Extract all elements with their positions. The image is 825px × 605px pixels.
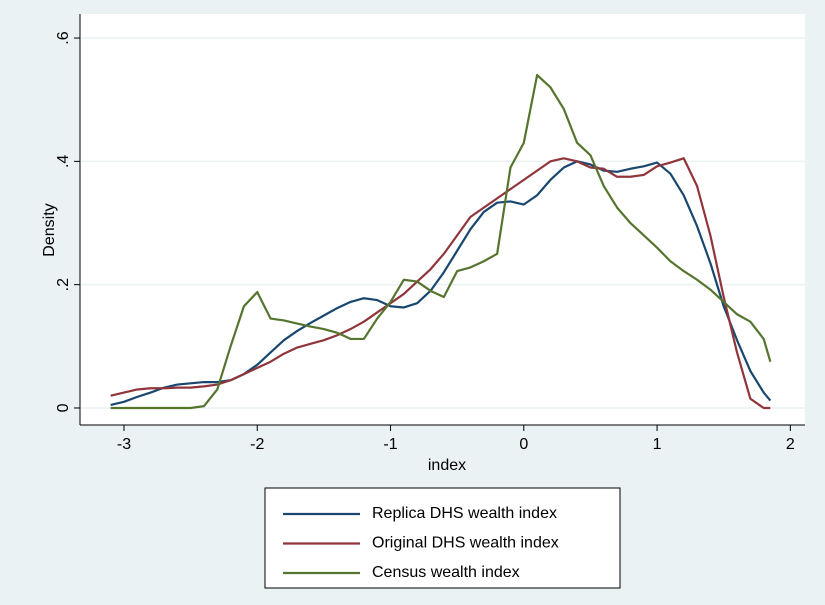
series-line [110, 157, 771, 410]
legend-label: Original DHS wealth index [372, 535, 559, 552]
legend-label: Replica DHS wealth index [372, 505, 557, 522]
series-line [110, 160, 772, 406]
y-tick-label: 0 [55, 403, 72, 412]
legend-label: Census wealth index [372, 564, 520, 581]
plot-area [80, 14, 805, 425]
y-axis-label: Density [41, 203, 58, 256]
y-tick-label: .4 [55, 155, 72, 168]
series-line [110, 73, 772, 410]
y-tick-label: .2 [55, 278, 72, 291]
x-tick-label: 0 [519, 436, 528, 453]
x-axis-label: index [428, 457, 466, 474]
x-tick-label: -1 [383, 436, 397, 453]
legend [264, 487, 621, 589]
x-tick-label: 1 [653, 436, 662, 453]
x-tick-label: -2 [250, 436, 264, 453]
x-tick-label: -3 [117, 436, 131, 453]
y-tick-label: .6 [55, 31, 72, 44]
x-tick-label: 2 [786, 436, 795, 453]
